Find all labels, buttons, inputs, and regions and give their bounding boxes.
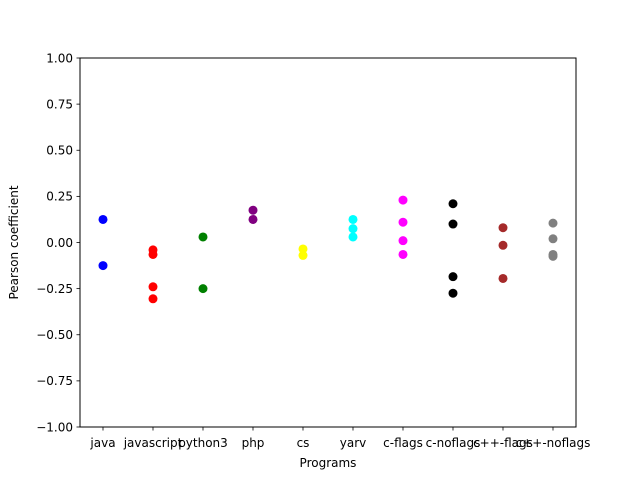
data-points — [98, 195, 558, 304]
data-point-c++-noflags — [548, 251, 558, 261]
data-point-c-noflags — [448, 272, 458, 282]
y-axis: −1.00 −0.75 −0.50 −0.25 0.00 0.25 0.50 0.75 1.00 — [36, 51, 80, 434]
data-point-python3 — [198, 284, 208, 294]
data-point-java — [98, 261, 108, 271]
y-tick-label: −1.00 — [36, 420, 73, 434]
x-axis-label: Programs — [300, 456, 357, 470]
y-tick-label: 0.25 — [46, 190, 73, 204]
plot-area — [79, 57, 577, 428]
data-point-javascript — [148, 249, 158, 259]
y-tick-label: 0.00 — [46, 236, 73, 250]
data-point-c++-flags — [498, 223, 508, 233]
y-tick-label: 0.75 — [46, 97, 73, 111]
data-point-java — [98, 214, 108, 224]
data-point-yarv — [348, 214, 358, 224]
data-point-cs — [298, 244, 308, 254]
y-axis-label: Pearson coefficient — [7, 185, 21, 299]
y-tick-label: −0.25 — [36, 282, 73, 296]
data-point-c-flags — [398, 236, 408, 246]
data-point-c-noflags — [448, 288, 458, 298]
x-tick-label: yarv — [340, 436, 367, 450]
data-point-c++-noflags — [548, 234, 558, 244]
y-tick-label: 1.00 — [46, 51, 73, 65]
x-tick-label: javascript — [123, 436, 183, 450]
y-tick-label: −0.50 — [36, 328, 73, 342]
x-tick-label: c-noflags — [426, 436, 481, 450]
data-point-php — [248, 214, 258, 224]
x-tick-label: cs — [297, 436, 310, 450]
data-point-c-flags — [398, 249, 408, 259]
data-point-c-flags — [398, 217, 408, 227]
data-point-c++-flags — [498, 273, 508, 283]
data-point-c-flags — [398, 195, 408, 205]
data-point-c-noflags — [448, 219, 458, 229]
data-point-yarv — [348, 232, 358, 242]
data-point-php — [248, 205, 258, 215]
y-tick-label: 0.50 — [46, 144, 73, 158]
x-tick-label: php — [242, 436, 265, 450]
x-tick-label: java — [89, 436, 115, 450]
data-point-cs — [298, 250, 308, 260]
data-point-javascript — [148, 294, 158, 304]
data-point-javascript — [148, 282, 158, 292]
x-tick-label: c++-noflags — [516, 436, 591, 450]
data-point-c-noflags — [448, 199, 458, 209]
data-point-yarv — [348, 224, 358, 234]
x-tick-label: c-flags — [383, 436, 423, 450]
x-tick-label: c++-flags — [473, 436, 533, 450]
y-tick-label: −0.75 — [36, 374, 73, 388]
x-tick-label: python3 — [178, 436, 228, 450]
data-point-c++-flags — [498, 240, 508, 250]
data-point-python3 — [198, 232, 208, 242]
data-point-c++-noflags — [548, 218, 558, 228]
